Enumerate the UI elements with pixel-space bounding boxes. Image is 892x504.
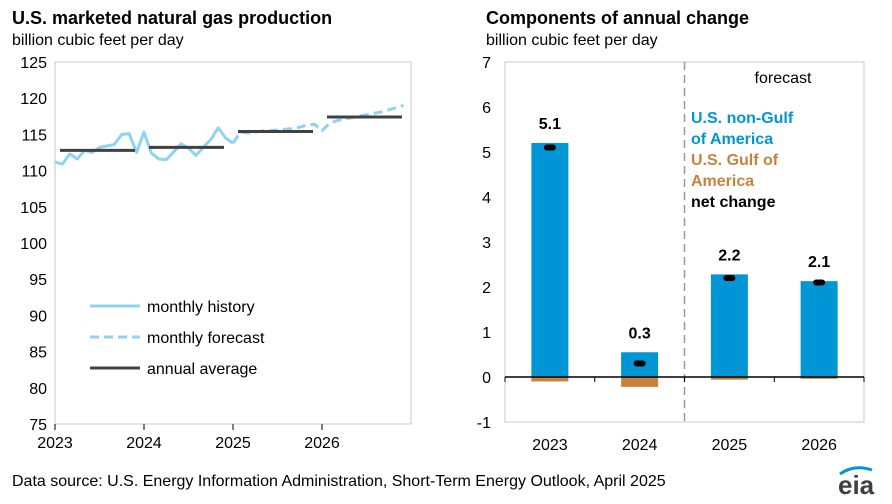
legend-non-gulf-line2: of America: [691, 131, 773, 148]
y-tick-label: 125: [20, 55, 47, 72]
right-chart-title: Components of annual change: [486, 8, 750, 28]
net-change-marker: [723, 275, 736, 281]
y-tick-label: 90: [29, 308, 47, 325]
legend-net-change: net change: [691, 194, 776, 211]
net-change-marker: [543, 144, 556, 151]
bar-gulf: [621, 377, 659, 387]
bar-non-gulf: [710, 274, 748, 377]
data-label: 5.1: [539, 116, 561, 133]
bar-non-gulf: [531, 143, 569, 377]
y-tick-label: 5: [482, 145, 491, 162]
x-tick-label: 2024: [622, 437, 658, 450]
y-tick-label: 95: [29, 272, 47, 289]
x-tick-label: 2023: [532, 437, 568, 450]
monthly-forecast-line: [231, 103, 405, 144]
net-change-marker: [633, 360, 646, 367]
y-tick-label: 4: [482, 190, 491, 207]
left-chart-title: U.S. marketed natural gas production: [12, 8, 333, 28]
y-tick-label: 6: [482, 100, 491, 117]
data-label: 2.1: [808, 254, 830, 271]
y-tick-label: 3: [482, 235, 491, 252]
x-tick-label: 2024: [126, 435, 162, 450]
forecast-label: forecast: [755, 70, 812, 87]
y-tick-label: 115: [21, 127, 47, 144]
legend-non-gulf-line1: U.S. non-Gulf: [691, 110, 794, 127]
x-tick-label: 2025: [215, 435, 251, 450]
y-tick-label: 1: [482, 325, 491, 342]
x-tick-label: 2025: [712, 437, 748, 450]
y-tick-label: -1: [477, 415, 491, 432]
y-tick-label: 7: [482, 55, 491, 72]
y-tick-label: 100: [20, 236, 47, 253]
data-source-note: Data source: U.S. Energy Information Adm…: [12, 473, 666, 490]
production-line-chart: 75 80 85 90 95 100 105 110 115 120 125 2023 2024 2025…: [20, 55, 412, 450]
y-tick-label: 2: [482, 280, 491, 297]
bar-gulf: [710, 377, 748, 380]
y-tick-label: 120: [20, 91, 47, 108]
x-tick-label: 2026: [801, 437, 837, 450]
y-tick-label: 110: [21, 164, 47, 181]
x-tick-label: 2023: [37, 435, 73, 450]
logo-text: eia: [838, 470, 875, 498]
data-label: 2.2: [718, 247, 740, 264]
legend-label: annual average: [147, 361, 257, 378]
bar-gulf: [531, 377, 569, 382]
data-label: 0.3: [629, 325, 651, 342]
y-tick-label: 105: [20, 200, 47, 217]
legend-label: monthly history: [147, 299, 255, 316]
legend-gulf-line1: U.S. Gulf of: [691, 152, 779, 169]
legend-gulf-line2: America: [691, 173, 754, 190]
annual-change-bar-chart: -1 0 1 2 3 4 5 6 7 forecast 5.1 2023 0.3 2024 2.2 2025 2…: [477, 55, 865, 450]
bar-non-gulf: [800, 281, 838, 377]
net-change-marker: [813, 279, 826, 286]
x-tick-label: 2026: [304, 435, 340, 450]
y-tick-label: 85: [29, 345, 47, 362]
eia-logo-icon: eia: [838, 466, 875, 498]
legend-label: monthly forecast: [147, 330, 265, 347]
left-chart-subtitle: billion cubic feet per day: [12, 32, 184, 49]
y-tick-label: 80: [29, 381, 47, 398]
y-tick-label: 75: [29, 417, 47, 434]
right-chart-subtitle: billion cubic feet per day: [486, 32, 658, 49]
bar-gulf: [800, 377, 838, 379]
y-tick-label: 0: [482, 370, 491, 387]
